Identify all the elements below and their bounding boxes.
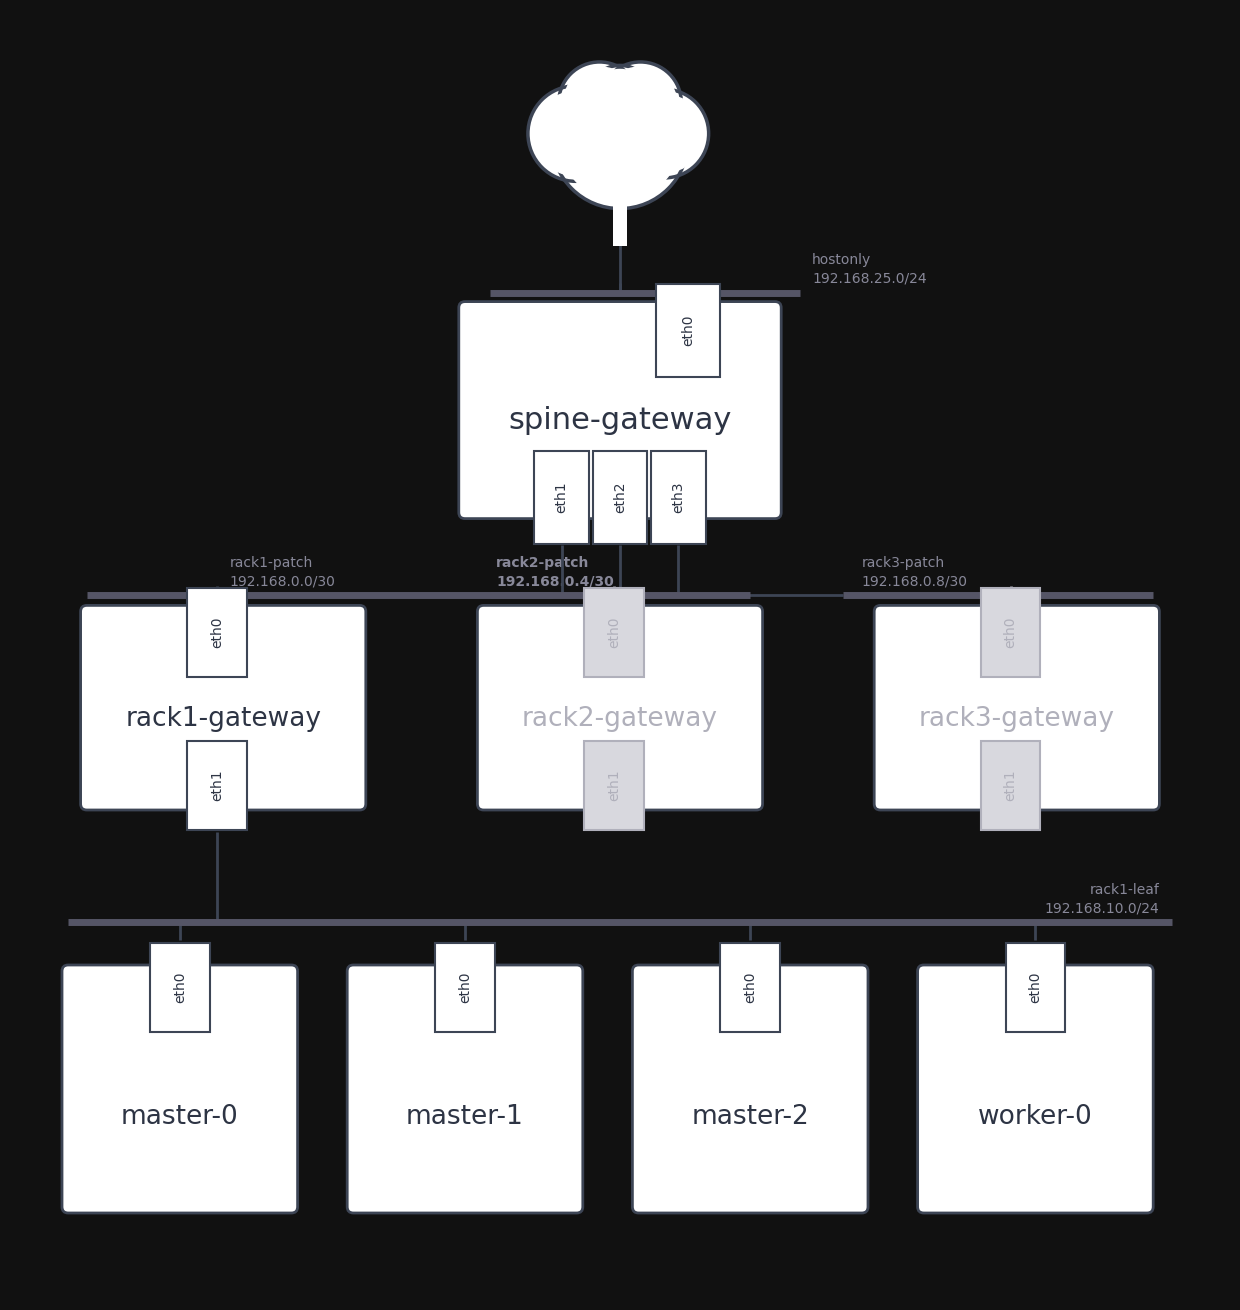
Text: eth0: eth0 <box>1028 972 1043 1003</box>
FancyBboxPatch shape <box>874 605 1159 810</box>
Text: spine-gateway: spine-gateway <box>508 406 732 435</box>
Text: eth0: eth0 <box>606 617 621 648</box>
FancyBboxPatch shape <box>435 943 495 1032</box>
Text: eth3: eth3 <box>671 482 686 514</box>
FancyBboxPatch shape <box>584 588 644 677</box>
Circle shape <box>560 80 680 200</box>
Text: hostonly
192.168.25.0/24: hostonly 192.168.25.0/24 <box>812 253 926 286</box>
Text: rack1-gateway: rack1-gateway <box>125 706 321 732</box>
Text: eth0: eth0 <box>458 972 472 1003</box>
Text: eth0: eth0 <box>743 972 758 1003</box>
Circle shape <box>585 66 655 134</box>
Text: worker-0: worker-0 <box>978 1104 1092 1131</box>
Text: eth0: eth0 <box>210 617 224 648</box>
Text: eth1: eth1 <box>606 769 621 800</box>
Text: rack3-patch
192.168.0.8/30: rack3-patch 192.168.0.8/30 <box>862 555 967 588</box>
FancyBboxPatch shape <box>1006 943 1065 1032</box>
Text: rack1-patch
192.168.0.0/30: rack1-patch 192.168.0.0/30 <box>229 555 335 588</box>
Circle shape <box>563 67 636 139</box>
FancyBboxPatch shape <box>656 284 720 376</box>
FancyBboxPatch shape <box>187 740 247 829</box>
Circle shape <box>600 62 681 144</box>
Text: rack2-patch
192.168.0.4/30: rack2-patch 192.168.0.4/30 <box>496 555 614 588</box>
Text: eth1: eth1 <box>210 769 224 800</box>
Text: rack3-gateway: rack3-gateway <box>919 706 1115 732</box>
Text: eth0: eth0 <box>1003 617 1018 648</box>
Text: rack2-gateway: rack2-gateway <box>522 706 718 732</box>
FancyBboxPatch shape <box>632 965 868 1213</box>
FancyBboxPatch shape <box>651 451 706 544</box>
FancyBboxPatch shape <box>981 588 1040 677</box>
FancyBboxPatch shape <box>534 451 589 544</box>
FancyBboxPatch shape <box>81 605 366 810</box>
Text: master-1: master-1 <box>407 1104 523 1131</box>
Circle shape <box>533 92 618 176</box>
FancyBboxPatch shape <box>150 943 210 1032</box>
FancyBboxPatch shape <box>918 965 1153 1213</box>
Circle shape <box>604 67 677 139</box>
FancyBboxPatch shape <box>720 943 780 1032</box>
FancyBboxPatch shape <box>459 301 781 519</box>
Text: eth0: eth0 <box>172 972 187 1003</box>
Circle shape <box>625 94 703 173</box>
FancyBboxPatch shape <box>62 965 298 1213</box>
Text: eth0: eth0 <box>681 314 696 346</box>
Text: eth1: eth1 <box>1003 769 1018 800</box>
FancyBboxPatch shape <box>584 740 644 829</box>
Circle shape <box>590 69 650 130</box>
FancyBboxPatch shape <box>981 740 1040 829</box>
Text: eth1: eth1 <box>554 482 569 514</box>
FancyBboxPatch shape <box>477 605 763 810</box>
FancyBboxPatch shape <box>613 172 627 246</box>
Text: master-2: master-2 <box>692 1104 808 1131</box>
FancyBboxPatch shape <box>187 588 247 677</box>
Text: master-0: master-0 <box>122 1104 238 1131</box>
FancyBboxPatch shape <box>347 965 583 1213</box>
Circle shape <box>620 89 709 178</box>
Text: eth2: eth2 <box>613 482 627 514</box>
Circle shape <box>528 86 624 181</box>
FancyBboxPatch shape <box>593 451 647 544</box>
Text: rack1-leaf
192.168.10.0/24: rack1-leaf 192.168.10.0/24 <box>1044 883 1159 916</box>
Circle shape <box>552 72 688 208</box>
Circle shape <box>558 62 640 144</box>
